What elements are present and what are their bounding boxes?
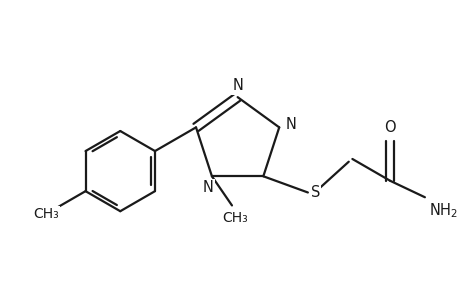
Text: N: N — [202, 180, 213, 195]
Text: NH$_2$: NH$_2$ — [428, 201, 457, 220]
Text: S: S — [310, 185, 319, 200]
Text: CH₃: CH₃ — [33, 207, 59, 221]
Text: N: N — [285, 117, 296, 132]
Text: O: O — [384, 120, 395, 135]
Text: N: N — [232, 79, 242, 94]
Text: CH₃: CH₃ — [222, 211, 248, 225]
